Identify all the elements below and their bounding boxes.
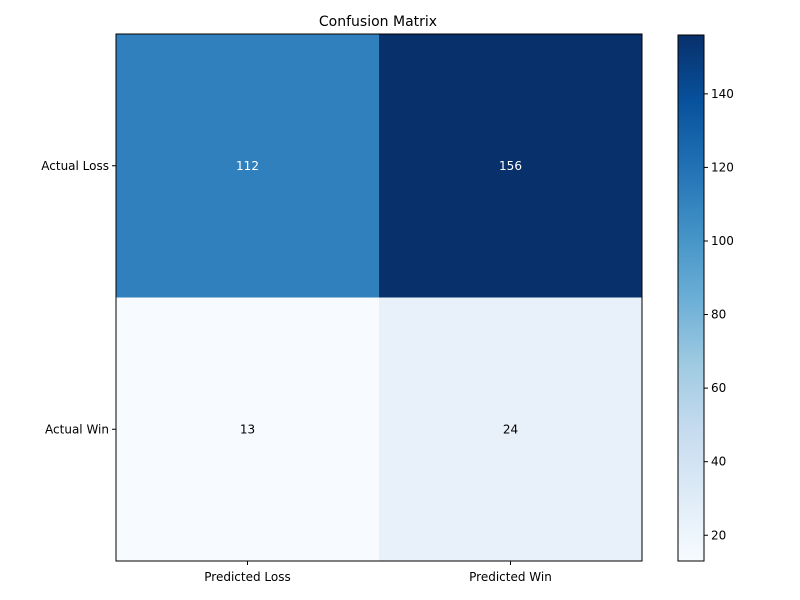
colorbar-tick-label: 20 [711, 528, 726, 542]
colorbar-tick-label: 80 [711, 308, 726, 322]
x-axis: Predicted Loss Predicted Win [204, 561, 552, 584]
colorbar-tick-label: 140 [711, 87, 734, 101]
plot-frame [115, 33, 643, 562]
colorbar-tick-label: 40 [711, 455, 726, 469]
colorbar-tick-label: 60 [711, 381, 726, 395]
cell-value-label: 156 [499, 159, 522, 173]
y-axis: Actual Loss Actual Win [41, 159, 116, 436]
chart-title: Confusion Matrix [319, 14, 437, 30]
heatmap-cells: 112 156 13 24 [116, 34, 643, 562]
y-tick-label: Actual Loss [41, 159, 109, 173]
cell-value-label: 112 [236, 159, 259, 173]
cell-value-label: 24 [503, 422, 518, 436]
colorbar [677, 34, 705, 562]
colorbar-tick-label: 120 [711, 160, 734, 174]
colorbar-axis: 20 40 60 80 100 120 140 [704, 87, 734, 542]
heatmap-cell [116, 297, 380, 562]
x-tick-label: Predicted Win [469, 570, 552, 584]
x-tick-label: Predicted Loss [204, 570, 290, 584]
colorbar-tick-label: 100 [711, 234, 734, 248]
heatmap-cell [379, 297, 643, 562]
heatmap-cell [379, 34, 643, 298]
cell-value-label: 13 [240, 422, 255, 436]
y-tick-label: Actual Win [45, 422, 109, 436]
heatmap-cell [116, 34, 380, 298]
